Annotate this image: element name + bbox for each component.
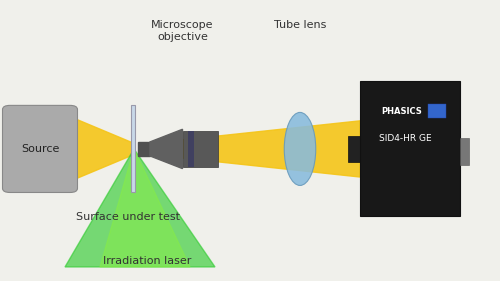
- Bar: [428, 104, 446, 118]
- Polygon shape: [100, 149, 190, 267]
- Bar: [348, 136, 360, 162]
- Text: PHASICS: PHASICS: [382, 107, 422, 116]
- Bar: [460, 138, 469, 165]
- Polygon shape: [150, 129, 182, 169]
- Text: Tube lens: Tube lens: [274, 20, 326, 30]
- FancyBboxPatch shape: [2, 105, 78, 192]
- Polygon shape: [138, 142, 150, 156]
- Bar: [182, 131, 218, 167]
- Polygon shape: [155, 121, 360, 177]
- Text: Source: Source: [21, 144, 59, 154]
- Ellipse shape: [284, 112, 316, 185]
- Text: Irradiation laser: Irradiation laser: [104, 255, 192, 266]
- Polygon shape: [65, 149, 215, 267]
- Text: Surface under test: Surface under test: [76, 212, 180, 222]
- Text: SID4-HR GE: SID4-HR GE: [378, 134, 432, 143]
- Bar: [188, 131, 194, 167]
- Text: Microscope
objective: Microscope objective: [151, 20, 214, 42]
- Bar: [360, 81, 460, 216]
- Polygon shape: [70, 117, 132, 181]
- Bar: [130, 105, 134, 192]
